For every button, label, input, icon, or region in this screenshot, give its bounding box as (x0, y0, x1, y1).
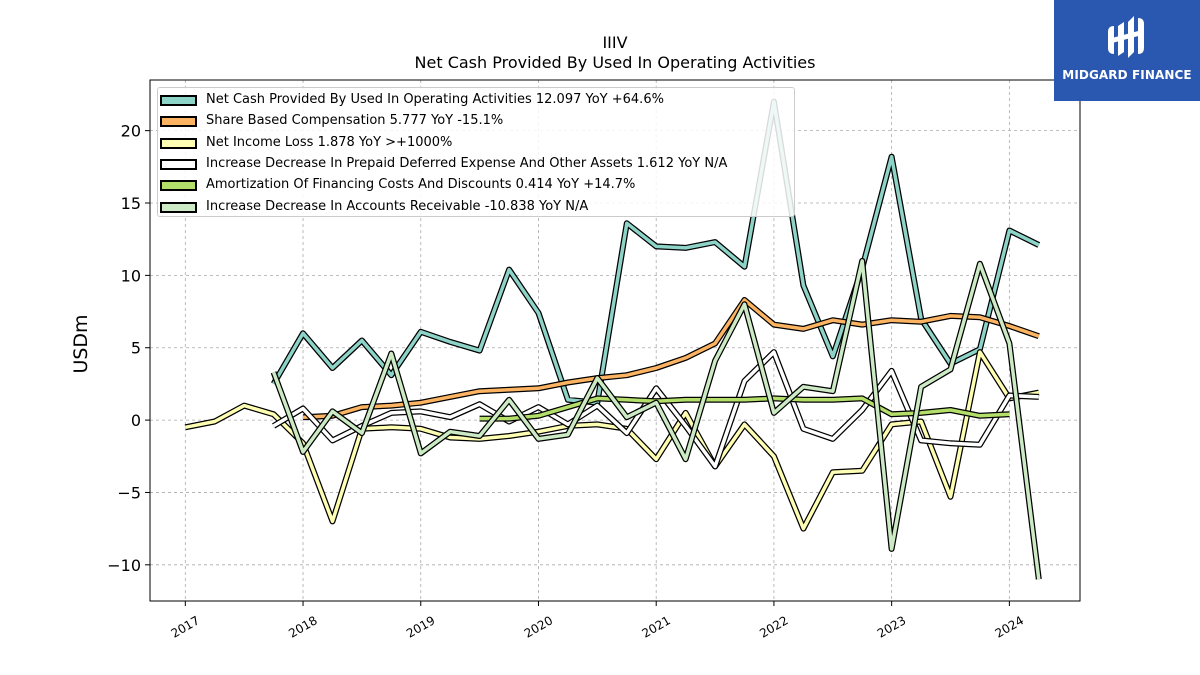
chart-subtitle: Net Cash Provided By Used In Operating A… (414, 53, 816, 72)
chart-title: IIIV (602, 33, 628, 52)
y-tick-label: 10 (121, 266, 141, 285)
x-tick-label: 2021 (639, 613, 672, 640)
legend-label: Increase Decrease In Prepaid Deferred Ex… (206, 155, 728, 171)
series-line (272, 99, 1040, 405)
legend-swatch (160, 180, 197, 192)
legend-swatch (160, 201, 197, 213)
legend-swatch (160, 158, 197, 170)
series-1 (271, 98, 1041, 406)
legend-label: Net Income Loss 1.878 YoY >+1000% (206, 134, 453, 150)
y-tick-label: 15 (121, 194, 141, 213)
series-2 (302, 297, 1040, 421)
x-tick-label: 2020 (522, 613, 555, 640)
y-tick-label: 0 (131, 411, 141, 430)
y-tick-label: −5 (117, 483, 141, 502)
x-tick-label: 2018 (286, 613, 319, 640)
brand-name: MIDGARD FINANCE (1062, 68, 1192, 82)
brand-logo: MIDGARD FINANCE (1054, 0, 1200, 101)
x-tick-label: 2019 (404, 613, 437, 640)
series-6 (270, 257, 1042, 580)
y-tick-label: 20 (121, 122, 141, 141)
x-tick-label: 2017 (169, 613, 202, 640)
chart-legend: Net Cash Provided By Used In Operating A… (157, 87, 795, 217)
legend-label: Increase Decrease In Accounts Receivable… (206, 198, 589, 214)
y-tick-label: −10 (107, 556, 141, 575)
series-line (272, 350, 1039, 469)
x-tick-label: 2023 (875, 613, 908, 640)
legend-swatch (160, 116, 197, 128)
series-4 (272, 349, 1039, 470)
plot-frame (149, 79, 1081, 602)
x-tick-label: 2022 (757, 613, 790, 640)
series-line (271, 259, 1041, 580)
y-axis-label: USDm (70, 314, 92, 373)
series-lines (184, 98, 1042, 580)
series-3 (184, 349, 1040, 532)
midgard-logo-icon (1108, 16, 1144, 58)
legend-label: Share Based Compensation 5.777 YoY -15.1… (206, 113, 504, 129)
series-line (479, 396, 1010, 421)
legend-label: Net Cash Provided By Used In Operating A… (206, 92, 664, 107)
series-line (184, 350, 1040, 531)
y-tick-label: 5 (131, 339, 141, 358)
x-tick-label: 2024 (993, 613, 1026, 640)
legend-swatch (160, 95, 197, 106)
legend-swatch (160, 137, 197, 149)
series-5 (479, 395, 1010, 422)
series-line (302, 298, 1040, 419)
legend-label: Amortization Of Financing Costs And Disc… (206, 177, 636, 193)
